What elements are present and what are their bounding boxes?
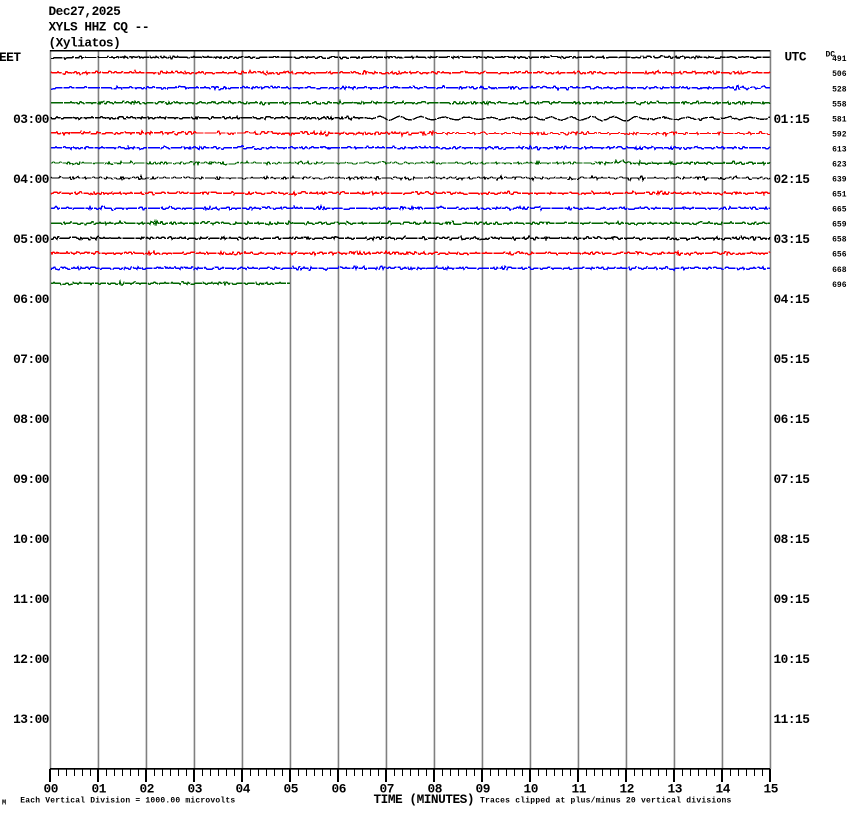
svg-text:11:15: 11:15: [774, 712, 811, 727]
svg-text:651: 651: [832, 191, 847, 200]
svg-text:623: 623: [832, 160, 847, 169]
svg-text:592: 592: [832, 130, 847, 139]
svg-text:06: 06: [332, 782, 346, 797]
svg-text:656: 656: [832, 251, 847, 260]
svg-text:558: 558: [832, 100, 847, 109]
svg-text:09:15: 09:15: [774, 592, 811, 607]
svg-text:02: 02: [140, 782, 154, 797]
svg-text:01: 01: [92, 782, 107, 797]
svg-text:03: 03: [188, 782, 203, 797]
svg-text:05:15: 05:15: [774, 352, 811, 367]
svg-text:06:15: 06:15: [774, 412, 811, 427]
svg-text:13: 13: [668, 782, 683, 797]
svg-text:04: 04: [236, 782, 251, 797]
svg-text:02:15: 02:15: [774, 172, 811, 187]
svg-text:696: 696: [832, 281, 847, 290]
svg-text:01:15: 01:15: [774, 112, 811, 127]
svg-text:M: M: [2, 800, 6, 808]
svg-text:06:00: 06:00: [13, 292, 49, 307]
svg-text:08:00: 08:00: [13, 412, 49, 427]
svg-text:613: 613: [832, 145, 847, 154]
svg-text:03:00: 03:00: [13, 112, 49, 127]
svg-text:07:00: 07:00: [13, 352, 49, 367]
svg-text:668: 668: [832, 266, 847, 275]
svg-text:Each Vertical Division = 1000.: Each Vertical Division = 1000.00 microvo…: [20, 797, 235, 806]
svg-text:11: 11: [572, 782, 587, 797]
svg-text:05:00: 05:00: [13, 232, 49, 247]
svg-text:11:00: 11:00: [13, 592, 49, 607]
svg-text:Traces clipped at plus/minus 2: Traces clipped at plus/minus 20 vertical…: [480, 797, 732, 806]
svg-text:12:00: 12:00: [13, 652, 49, 667]
svg-text:08: 08: [428, 782, 442, 797]
svg-text:10:00: 10:00: [13, 532, 49, 547]
svg-text:581: 581: [832, 115, 847, 124]
svg-text:658: 658: [832, 236, 847, 245]
svg-text:07: 07: [380, 782, 394, 797]
svg-text:08:15: 08:15: [774, 532, 811, 547]
svg-text:659: 659: [832, 221, 847, 230]
svg-text:12: 12: [620, 782, 634, 797]
svg-text:03:15: 03:15: [774, 232, 811, 247]
svg-text:00: 00: [44, 782, 58, 797]
svg-text:04:15: 04:15: [774, 292, 811, 307]
svg-text:10:15: 10:15: [774, 652, 811, 667]
svg-text:10: 10: [524, 782, 538, 797]
svg-text:07:15: 07:15: [774, 472, 811, 487]
svg-text:13:00: 13:00: [13, 712, 49, 727]
svg-text:Dec27,2025: Dec27,2025: [49, 4, 122, 19]
svg-text:09:00: 09:00: [13, 472, 49, 487]
svg-text:TIME (MINUTES): TIME (MINUTES): [374, 792, 475, 807]
svg-text:14: 14: [716, 782, 731, 797]
svg-text:665: 665: [832, 206, 847, 215]
svg-text:639: 639: [832, 176, 847, 185]
svg-text:UTC: UTC: [785, 50, 807, 65]
svg-text:04:00: 04:00: [13, 172, 49, 187]
svg-text:491: 491: [832, 55, 847, 64]
svg-text:EET: EET: [0, 50, 21, 65]
svg-text:XYLS HHZ CQ --: XYLS HHZ CQ --: [49, 20, 150, 35]
svg-text:15: 15: [764, 782, 779, 797]
svg-text:09: 09: [476, 782, 490, 797]
svg-text:05: 05: [284, 782, 299, 797]
svg-text:DC: DC: [826, 51, 836, 60]
svg-text:(Xyliatos): (Xyliatos): [49, 35, 121, 50]
svg-text:506: 506: [832, 70, 847, 79]
svg-text:528: 528: [832, 85, 847, 94]
